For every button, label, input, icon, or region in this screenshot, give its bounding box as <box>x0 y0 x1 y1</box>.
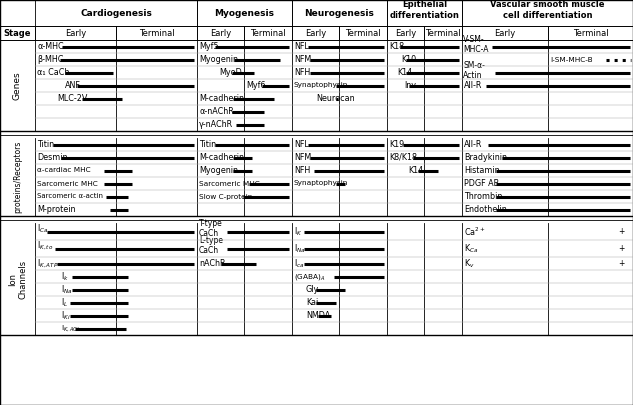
Text: Early: Early <box>305 28 326 38</box>
Text: Slow C-protein: Slow C-protein <box>199 194 253 200</box>
Text: Gly: Gly <box>306 285 319 294</box>
Text: I$_{k}$: I$_{k}$ <box>61 270 69 283</box>
Text: K$_{v}$: K$_{v}$ <box>464 257 475 270</box>
Text: Terminal: Terminal <box>425 28 461 38</box>
Text: M-cadherin: M-cadherin <box>199 94 244 103</box>
Text: γ-nAChR: γ-nAChR <box>199 120 233 129</box>
Text: NFL: NFL <box>294 42 309 51</box>
Text: Neurogenesis: Neurogenesis <box>304 9 375 17</box>
Text: K19: K19 <box>389 140 404 149</box>
Text: α₁ CaCh: α₁ CaCh <box>37 68 70 77</box>
Text: Thrombin: Thrombin <box>464 192 503 201</box>
Text: +: + <box>618 259 624 268</box>
Text: K$_{Ca}$: K$_{Ca}$ <box>464 242 479 255</box>
Text: AII-R: AII-R <box>464 81 482 90</box>
Text: NFH: NFH <box>294 166 310 175</box>
Text: PDGF AB: PDGF AB <box>464 179 499 188</box>
Text: Terminal: Terminal <box>139 28 174 38</box>
Text: MLC-2V: MLC-2V <box>57 94 87 103</box>
Text: Stage: Stage <box>4 28 31 38</box>
Text: Sarcomeric MHC: Sarcomeric MHC <box>37 181 97 186</box>
Text: Early: Early <box>65 28 86 38</box>
Text: L-type
CaCh: L-type CaCh <box>199 236 223 255</box>
Text: K18: K18 <box>389 42 404 51</box>
Text: Myogenin: Myogenin <box>199 55 238 64</box>
Text: +: + <box>618 244 624 253</box>
Text: NFM: NFM <box>294 153 311 162</box>
Text: NMDA: NMDA <box>306 311 330 320</box>
Text: Myogenin: Myogenin <box>199 166 238 175</box>
Text: I-SM-MHC-B: I-SM-MHC-B <box>550 57 592 62</box>
Text: NFH: NFH <box>294 68 310 77</box>
Text: M-cadherin: M-cadherin <box>199 153 244 162</box>
Text: Bradykinin: Bradykinin <box>464 153 507 162</box>
Text: Early: Early <box>494 28 516 38</box>
Text: Genes: Genes <box>13 71 22 100</box>
Text: Myf5: Myf5 <box>199 42 218 51</box>
Text: SM-α-
Actin: SM-α- Actin <box>463 61 485 80</box>
Text: I$_{L}$: I$_{L}$ <box>61 296 68 309</box>
Text: M-protein: M-protein <box>37 205 75 214</box>
Text: Desmin: Desmin <box>37 153 68 162</box>
Text: Kai: Kai <box>306 298 318 307</box>
Text: Vascular smooth muscle
cell differentiation: Vascular smooth muscle cell differentiat… <box>490 0 605 20</box>
Text: α-MHC: α-MHC <box>37 42 64 51</box>
Text: V-SM-
MHC-A: V-SM- MHC-A <box>463 35 489 54</box>
Text: (GABA)$_{A}$: (GABA)$_{A}$ <box>294 271 326 281</box>
Text: Sarcomeric MHC: Sarcomeric MHC <box>199 181 260 186</box>
Text: I$_{K,to}$: I$_{K,to}$ <box>37 239 53 252</box>
Text: β-MHC: β-MHC <box>37 55 63 64</box>
Text: Myogenesis: Myogenesis <box>215 9 275 17</box>
Text: Inv: Inv <box>404 81 416 90</box>
Text: nAChR: nAChR <box>199 259 225 268</box>
Text: Terminal: Terminal <box>250 28 286 38</box>
Text: I$_{K}$: I$_{K}$ <box>294 225 303 238</box>
Text: Ca$^{2+}$: Ca$^{2+}$ <box>464 225 486 238</box>
Text: AII-R: AII-R <box>464 140 482 149</box>
Text: Titin: Titin <box>199 140 216 149</box>
Text: ANF: ANF <box>65 81 81 90</box>
Text: NFL: NFL <box>294 140 309 149</box>
Text: Cardiogenesis: Cardiogenesis <box>80 9 152 17</box>
Text: +: + <box>618 227 624 236</box>
Text: Titin: Titin <box>37 140 54 149</box>
Text: Synaptophysin: Synaptophysin <box>294 83 348 89</box>
Text: α-cardiac MHC: α-cardiac MHC <box>37 168 91 173</box>
Text: Histamin: Histamin <box>464 166 499 175</box>
Text: Early: Early <box>210 28 231 38</box>
Text: I$_{ca}$: I$_{ca}$ <box>294 257 304 270</box>
Text: I$_{Ca}$: I$_{Ca}$ <box>37 222 49 235</box>
Text: I$_{Na}$: I$_{Na}$ <box>61 283 73 296</box>
Text: T-type
CaCh: T-type CaCh <box>199 219 223 238</box>
Text: Terminal: Terminal <box>345 28 381 38</box>
Text: Endothelin: Endothelin <box>464 205 507 214</box>
Text: Sarcomeric α-actin: Sarcomeric α-actin <box>37 194 103 200</box>
Text: Epithelial
differentiation: Epithelial differentiation <box>389 0 460 20</box>
Text: NFM: NFM <box>294 55 311 64</box>
Text: Myf6: Myf6 <box>246 81 265 90</box>
Text: K14: K14 <box>408 166 423 175</box>
Text: I$_{Ki}$: I$_{Ki}$ <box>61 309 71 322</box>
Text: K10: K10 <box>401 55 416 64</box>
Text: Terminal: Terminal <box>573 28 608 38</box>
Text: K8/K18: K8/K18 <box>389 153 417 162</box>
Text: Neurocan: Neurocan <box>316 94 354 103</box>
Text: I$_{K,ATP}$: I$_{K,ATP}$ <box>37 257 59 270</box>
Text: Synaptophysin: Synaptophysin <box>294 181 348 186</box>
Text: α-nAChR: α-nAChR <box>199 107 234 116</box>
Text: proteins/Receptors: proteins/Receptors <box>13 141 22 213</box>
Text: I$_{K,ACh}$: I$_{K,ACh}$ <box>61 324 81 333</box>
Text: K14: K14 <box>397 68 412 77</box>
Text: MyoD: MyoD <box>219 68 242 77</box>
Text: Ion
Channels: Ion Channels <box>8 260 27 298</box>
Text: I$_{Na}$: I$_{Na}$ <box>294 242 306 255</box>
Text: Early: Early <box>395 28 416 38</box>
